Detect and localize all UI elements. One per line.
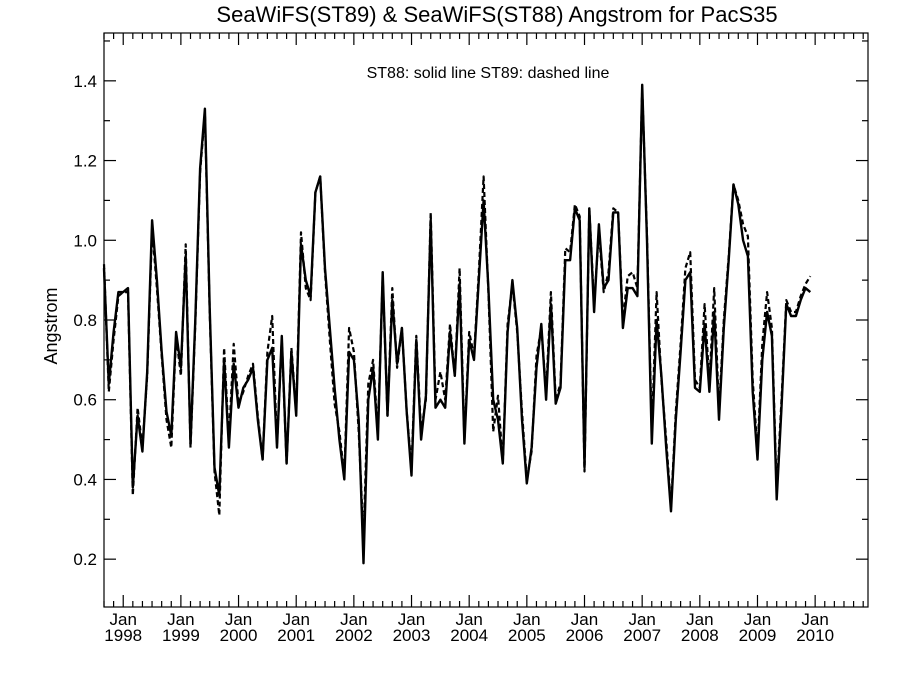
x-tick-month-label: Jan [340, 610, 367, 629]
x-tick-year-label: 2009 [739, 626, 777, 645]
series-line-st88 [102, 83, 812, 565]
series-style-note: ST88: solid line ST89: dashed line [367, 65, 610, 82]
axis-ticks [103, 33, 868, 607]
x-tick-year-label: 2003 [393, 626, 431, 645]
chart-title: SeaWiFS(ST89) & SeaWiFS(ST88) Angstrom f… [216, 2, 777, 27]
x-tick-month-label: Jan [801, 610, 828, 629]
x-tick-year-label: 2002 [335, 626, 373, 645]
x-tick-year-label: 2005 [508, 626, 546, 645]
x-tick-year-label: 2007 [623, 626, 661, 645]
x-tick-month-label: Jan [398, 610, 425, 629]
x-tick-month-label: Jan [744, 610, 771, 629]
x-tick-year-label: 2000 [220, 626, 258, 645]
y-tick-label: 0.2 [73, 550, 97, 569]
y-tick-label: 0.8 [73, 311, 97, 330]
x-tick-month-label: Jan [455, 610, 482, 629]
x-tick-year-label: 1998 [104, 626, 142, 645]
x-tick-month-label: Jan [167, 610, 194, 629]
x-tick-month-label: Jan [225, 610, 252, 629]
x-tick-month-label: Jan [513, 610, 540, 629]
x-tick-year-label: 2008 [681, 626, 719, 645]
x-tick-month-label: Jan [686, 610, 713, 629]
x-tick-month-label: Jan [110, 610, 137, 629]
x-tick-year-label: 2001 [277, 626, 315, 645]
x-tick-year-label: 2010 [796, 626, 834, 645]
series-lines [102, 83, 812, 565]
y-tick-label: 1.0 [73, 231, 97, 250]
series-line-st89 [102, 87, 812, 541]
x-tick-month-label: Jan [282, 610, 309, 629]
x-tick-month-label: Jan [571, 610, 598, 629]
plot-frame [103, 32, 869, 608]
x-tick-month-label: Jan [628, 610, 655, 629]
y-tick-label: 1.2 [73, 152, 97, 171]
y-tick-label: 0.6 [73, 391, 97, 410]
x-tick-year-label: 2006 [566, 626, 604, 645]
y-axis-label: Angstrom [41, 287, 61, 364]
y-tick-label: 1.4 [73, 72, 97, 91]
x-tick-year-label: 2004 [450, 626, 488, 645]
x-tick-year-label: 1999 [162, 626, 200, 645]
tick-labels: 0.20.40.60.81.01.21.4Jan1998Jan1999Jan20… [73, 72, 834, 645]
y-tick-label: 0.4 [73, 470, 97, 489]
